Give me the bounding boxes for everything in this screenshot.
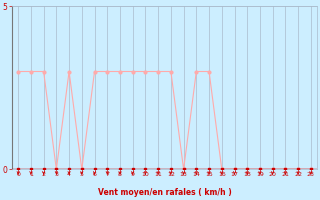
X-axis label: Vent moyen/en rafales ( km/h ): Vent moyen/en rafales ( km/h ) — [98, 188, 231, 197]
